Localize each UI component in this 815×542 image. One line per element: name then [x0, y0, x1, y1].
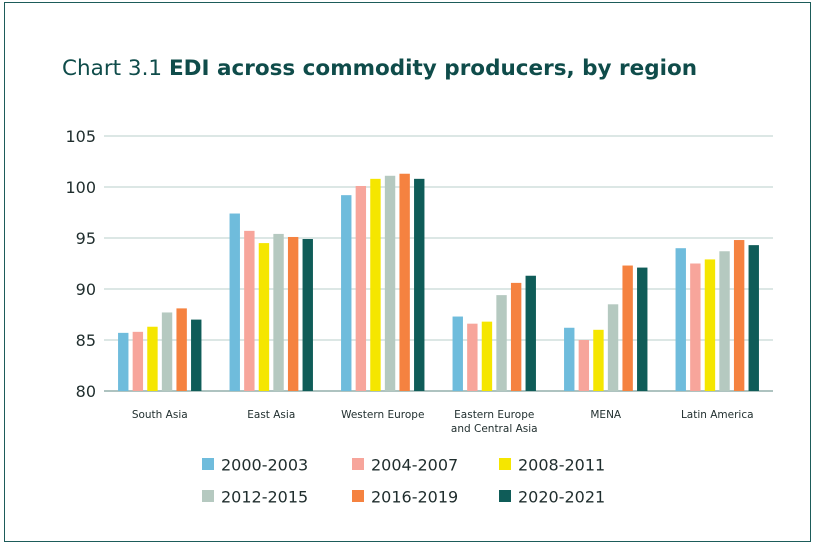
bar: [176, 308, 187, 391]
bar: [118, 332, 129, 391]
bar: [302, 239, 313, 391]
bar: [384, 175, 396, 391]
bar: [273, 233, 284, 391]
chart-number: Chart 3.1: [62, 56, 163, 81]
x-category-label: East Asia: [247, 409, 295, 421]
bar: [733, 240, 745, 391]
bar: [132, 331, 144, 391]
bar: [161, 312, 173, 391]
bar: [719, 251, 730, 391]
bar: [704, 259, 716, 391]
bar: [414, 178, 425, 391]
bar: [341, 195, 352, 391]
legend-label: 2016-2019: [371, 488, 458, 507]
bar: [355, 185, 367, 391]
legend-swatch: [499, 490, 511, 502]
bar: [593, 329, 604, 391]
y-tick-label: 90: [76, 280, 96, 299]
chart-title: Chart 3.1 EDI across commodity producers…: [62, 56, 697, 81]
legend-label: 2008-2011: [518, 456, 605, 475]
x-category-label: South Asia: [132, 409, 188, 421]
legend-swatch: [499, 458, 511, 470]
bar: [607, 304, 619, 391]
bar: [690, 263, 701, 391]
y-tick-label: 105: [65, 127, 96, 146]
legend-swatch: [202, 490, 214, 502]
bar: [370, 178, 381, 391]
x-category-label: Eastern Europe and Central Asia: [451, 409, 538, 435]
y-tick-label: 100: [65, 178, 96, 197]
bar: [525, 275, 536, 391]
legend-label: 2020-2021: [518, 488, 605, 507]
legend-swatch: [352, 490, 364, 502]
legend-label: 2004-2007: [371, 456, 458, 475]
bar: [229, 213, 240, 391]
bar: [637, 267, 648, 391]
y-tick-label: 95: [76, 229, 96, 248]
bar: [675, 248, 686, 391]
bar: [496, 295, 507, 391]
bar: [452, 316, 463, 391]
bar: [481, 321, 493, 391]
bar: [399, 173, 410, 391]
y-tick-label: 80: [76, 382, 96, 401]
bar: [258, 243, 270, 391]
x-category-label: Western Europe: [341, 409, 424, 421]
legend-swatch: [202, 458, 214, 470]
bar: [287, 236, 299, 391]
x-category-label: MENA: [590, 409, 622, 421]
legend-label: 2000-2003: [221, 456, 308, 475]
legend-label: 2012-2015: [221, 488, 308, 507]
bar: [467, 323, 478, 391]
y-tick-label: 85: [76, 331, 96, 350]
bar: [564, 327, 575, 391]
chart-title-text: EDI across commodity producers, by regio…: [168, 56, 698, 81]
bar: [244, 230, 255, 391]
legend-swatch: [352, 458, 364, 470]
bar: [622, 265, 633, 391]
bar: [578, 340, 590, 391]
bar: [191, 319, 202, 391]
bar: [147, 326, 158, 391]
bar: [510, 282, 522, 391]
bar: [748, 245, 759, 391]
x-category-label: Latin America: [681, 409, 754, 421]
